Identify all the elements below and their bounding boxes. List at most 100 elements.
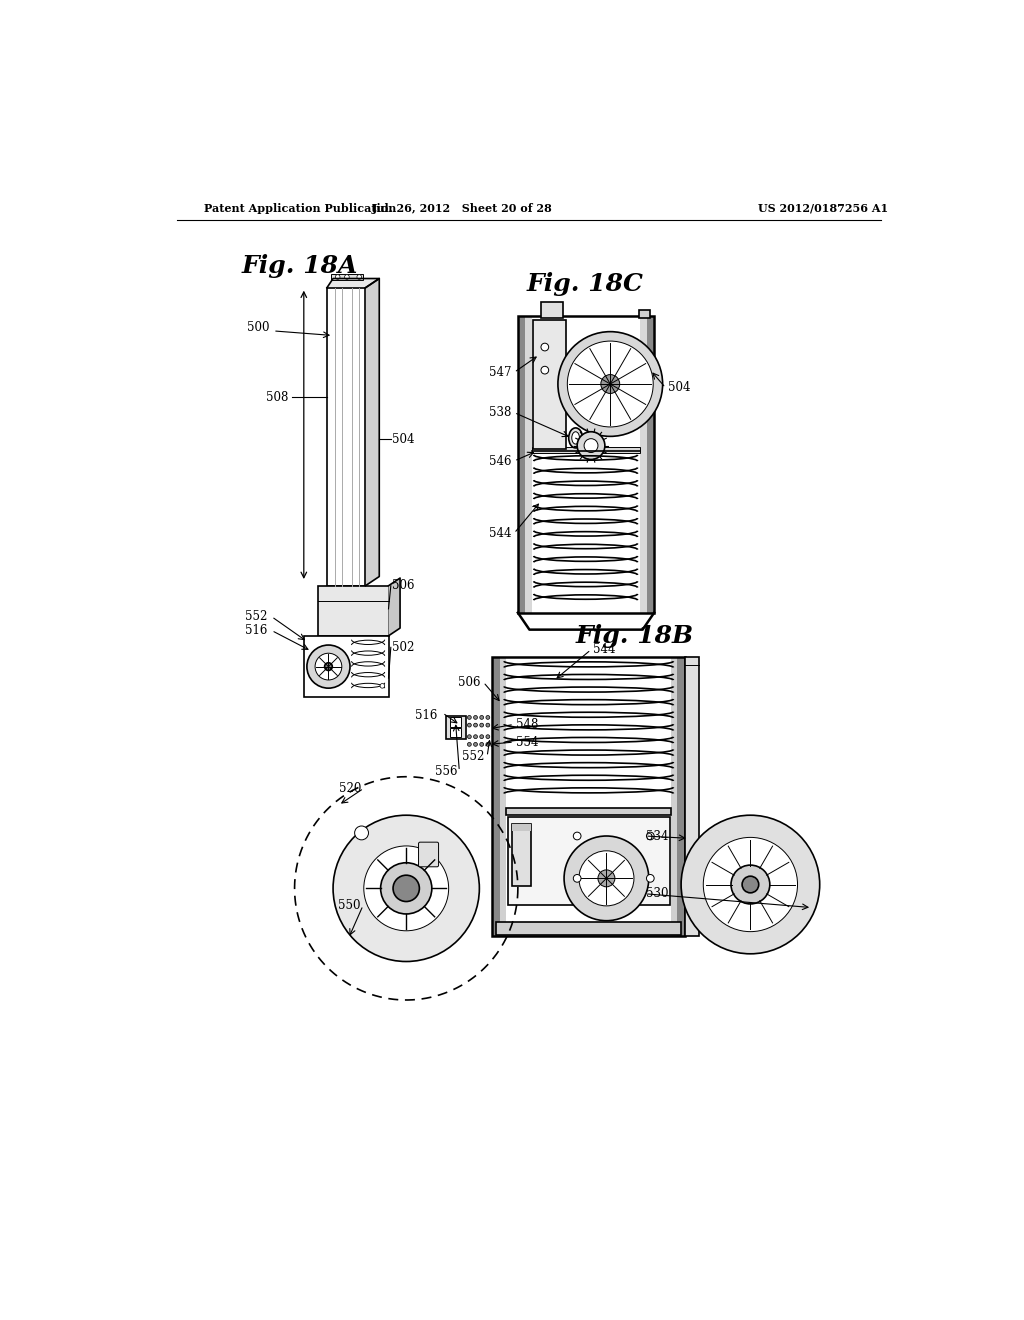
Circle shape (473, 735, 477, 739)
Text: 546: 546 (489, 454, 512, 467)
Text: 516: 516 (245, 624, 267, 638)
Polygon shape (388, 578, 400, 636)
Polygon shape (366, 279, 379, 586)
Text: 554: 554 (515, 735, 538, 748)
Text: 534: 534 (646, 829, 669, 842)
Bar (534, 321, 565, 450)
Bar (640, 317, 654, 612)
Text: Fig. 18A: Fig. 18A (242, 255, 358, 279)
Text: Patent Application Publication: Patent Application Publication (204, 203, 396, 214)
Circle shape (601, 375, 620, 393)
Bar (512, 825, 531, 886)
Circle shape (541, 367, 549, 374)
Circle shape (393, 875, 420, 902)
Circle shape (307, 645, 350, 688)
Text: 552: 552 (245, 610, 267, 623)
Circle shape (486, 742, 489, 746)
Bar (500, 657, 506, 936)
Circle shape (567, 341, 653, 426)
Circle shape (480, 742, 483, 746)
Text: 508: 508 (266, 391, 289, 404)
Circle shape (573, 832, 581, 840)
Circle shape (573, 874, 581, 882)
Text: Fig. 18B: Fig. 18B (575, 624, 694, 648)
Bar (493, 657, 500, 936)
Circle shape (681, 816, 819, 954)
Circle shape (480, 723, 483, 727)
Circle shape (646, 874, 654, 882)
Circle shape (578, 432, 605, 459)
Bar (518, 317, 524, 612)
Circle shape (579, 851, 634, 906)
Text: Jul. 26, 2012   Sheet 20 of 28: Jul. 26, 2012 Sheet 20 of 28 (372, 203, 552, 214)
Circle shape (473, 742, 477, 746)
Circle shape (541, 343, 549, 351)
Text: 516: 516 (415, 709, 437, 722)
Circle shape (486, 715, 489, 719)
Bar (327, 288, 366, 586)
Text: 520: 520 (339, 781, 361, 795)
Circle shape (467, 742, 471, 746)
Circle shape (467, 723, 471, 727)
Text: 506: 506 (459, 676, 481, 689)
Text: 550: 550 (338, 899, 360, 912)
Circle shape (480, 715, 483, 719)
Bar (647, 317, 654, 612)
Circle shape (315, 653, 342, 680)
Circle shape (598, 870, 614, 887)
Polygon shape (327, 279, 379, 288)
Circle shape (564, 836, 649, 921)
Circle shape (325, 663, 333, 671)
Circle shape (473, 715, 477, 719)
Circle shape (584, 438, 598, 453)
Bar (508, 817, 670, 906)
Bar (541, 302, 562, 318)
Circle shape (742, 876, 759, 892)
Text: 506: 506 (392, 579, 415, 593)
Circle shape (731, 865, 770, 904)
Bar (497, 923, 681, 935)
Bar (531, 447, 640, 453)
Bar (331, 275, 364, 280)
Circle shape (467, 715, 471, 719)
Text: 500: 500 (247, 321, 269, 334)
Text: 502: 502 (392, 640, 415, 653)
Bar (304, 636, 388, 697)
Bar (671, 657, 677, 936)
Bar (506, 808, 671, 816)
Circle shape (646, 832, 654, 840)
Bar (518, 317, 531, 612)
Circle shape (364, 846, 449, 931)
Bar (512, 825, 531, 830)
Text: 538: 538 (489, 407, 512, 418)
Bar (451, 718, 461, 726)
Bar (317, 586, 388, 636)
Circle shape (480, 735, 483, 739)
Ellipse shape (571, 432, 580, 444)
Text: 548: 548 (515, 718, 538, 731)
FancyBboxPatch shape (419, 842, 438, 867)
Circle shape (703, 837, 798, 932)
Bar (446, 715, 466, 739)
Text: 544: 544 (593, 643, 615, 656)
Circle shape (336, 275, 340, 280)
Circle shape (473, 723, 477, 727)
Bar (451, 729, 461, 738)
Bar (639, 310, 650, 318)
Text: 556: 556 (434, 764, 457, 777)
Bar (493, 657, 685, 936)
Text: 504: 504 (392, 433, 415, 446)
Text: US 2012/0187256 A1: US 2012/0187256 A1 (759, 203, 889, 214)
Circle shape (486, 735, 489, 739)
Circle shape (354, 826, 369, 840)
Circle shape (486, 723, 489, 727)
Ellipse shape (568, 428, 583, 447)
Text: 552: 552 (463, 750, 484, 763)
Circle shape (381, 863, 432, 913)
Circle shape (333, 816, 479, 961)
Circle shape (558, 331, 663, 437)
Circle shape (467, 735, 471, 739)
Text: 530: 530 (646, 887, 669, 900)
Text: 544: 544 (489, 527, 512, 540)
Bar (677, 657, 685, 936)
